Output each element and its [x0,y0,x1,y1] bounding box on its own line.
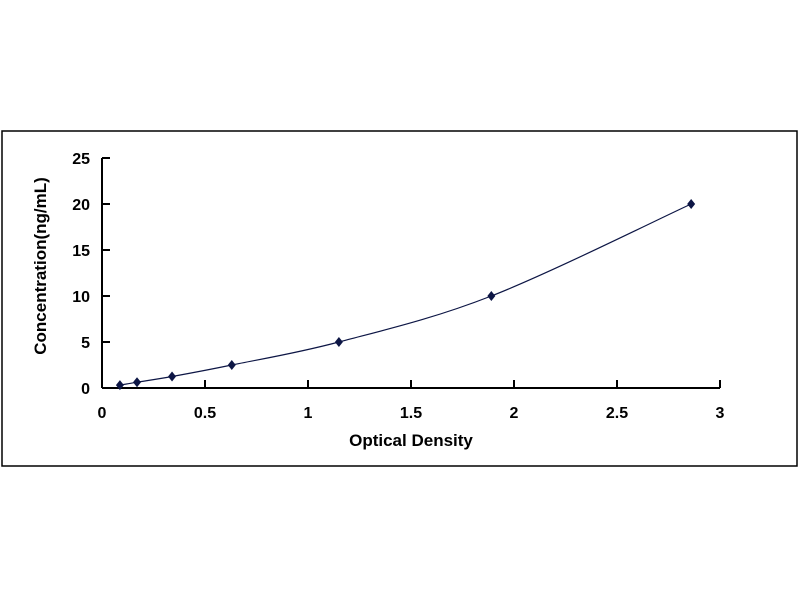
data-point [168,371,177,382]
x-tick-label: 2.5 [606,405,628,422]
x-tick-label: 3 [716,405,725,422]
data-point [487,291,496,301]
y-axis-label: Concentration(ng/mL) [31,177,50,355]
data-point [227,360,236,370]
x-tick-label: 1.5 [400,405,422,422]
data-point [687,199,696,209]
chart-frame [1,130,798,467]
x-tick-label: 1 [304,405,313,422]
y-tick-label: 20 [72,197,90,214]
y-tick-label: 15 [72,243,90,260]
x-axis-label: Optical Density [349,431,473,450]
x-tick-label: 0 [98,405,107,422]
data-point [133,377,142,388]
x-tick-label: 2 [510,405,519,422]
data-point [334,337,343,347]
trend-curve [119,203,692,386]
y-tick-label: 10 [72,289,90,306]
data-point [115,380,124,391]
x-tick-label: 0.5 [194,405,216,422]
y-tick-label: 5 [81,335,90,352]
y-tick-label: 25 [72,151,90,168]
y-tick-label: 0 [81,381,90,398]
